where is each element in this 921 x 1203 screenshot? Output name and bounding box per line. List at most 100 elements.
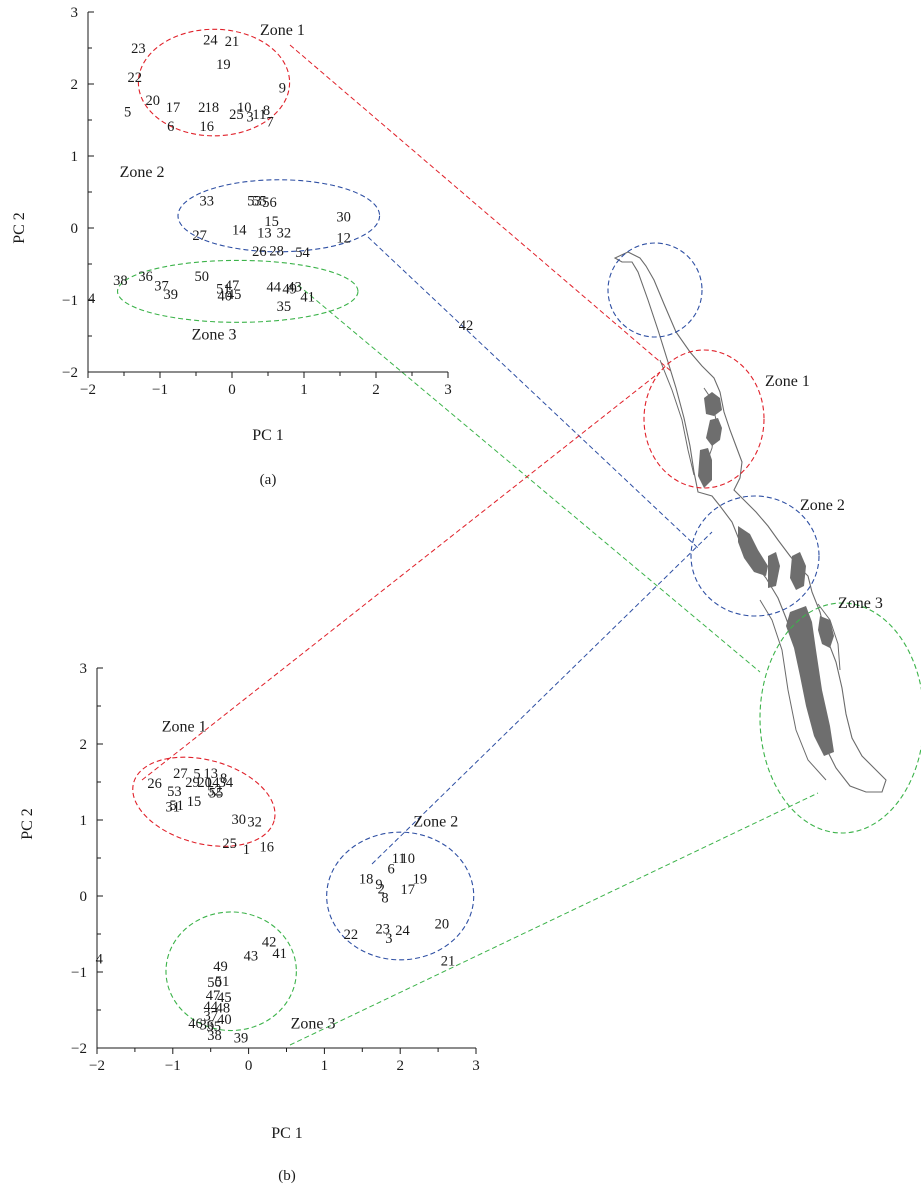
data-point-label: 10 (401, 851, 416, 867)
zone-ellipses-b (132, 756, 475, 1032)
data-point-label: 23 (131, 41, 146, 57)
data-point-label: 18 (359, 872, 374, 888)
data-point-label: 4 (88, 291, 96, 307)
x-tick-label: 2 (396, 1058, 404, 1074)
y-axis-label-b: PC 2 (19, 808, 36, 840)
data-point-label: 51 (169, 798, 184, 814)
y-tick-label: −1 (62, 293, 78, 309)
data-point-label: 48 (216, 1001, 231, 1017)
zone-connector-lines-b (141, 371, 819, 1046)
map-upper-circle (607, 242, 703, 338)
data-point-label: 17 (401, 882, 416, 898)
data-point-label: 42 (459, 318, 474, 334)
data-point-label: 30 (336, 209, 351, 225)
lake-water-7 (786, 606, 834, 756)
zone-label-2: Zone 2 (413, 814, 458, 831)
data-point-label: 35 (277, 299, 292, 315)
zone-connector-lines-a (289, 44, 761, 673)
map-zone2-label: Zone 2 (800, 497, 845, 514)
map-zone3-circle (759, 602, 921, 834)
panel-label-a: (a) (260, 472, 277, 488)
data-point-label: 5 (193, 767, 200, 783)
data-point-label: 13 (203, 766, 218, 782)
x-tick-label: −2 (80, 382, 96, 398)
zone-connector-line (367, 236, 699, 549)
data-point-label: 26 (147, 776, 162, 792)
data-point-label: 12 (336, 230, 351, 246)
data-point-label: 38 (207, 1028, 222, 1044)
zone-connector-line (289, 792, 819, 1046)
data-point-label: 37 (154, 279, 169, 295)
x-tick-label: −1 (165, 1058, 181, 1074)
data-point-label: 45 (217, 990, 232, 1006)
lake-water-5 (768, 552, 780, 588)
x-tick-label: 2 (372, 382, 380, 398)
data-point-label: 9 (279, 81, 286, 97)
data-point-label: 41 (300, 289, 315, 305)
y-tick-label: 0 (71, 221, 79, 237)
zone-label-1: Zone 1 (162, 719, 207, 736)
data-point-label: 20 (146, 93, 161, 109)
data-point-label: 5 (124, 104, 131, 120)
data-point-label: 44 (203, 999, 218, 1015)
data-point-label: 3 (385, 931, 392, 947)
data-point-label: 6 (167, 119, 174, 135)
zone-ellipse-2 (177, 179, 381, 253)
data-point-label: 14 (232, 222, 247, 238)
data-point-label: 51 (216, 281, 231, 297)
data-point-label: 16 (200, 119, 215, 135)
data-point-label: 11 (392, 851, 406, 867)
data-point-label: 40 (218, 289, 233, 305)
data-point-label: 31 (166, 799, 181, 815)
data-point-label: 10 (237, 100, 252, 116)
data-point-label: 36 (138, 269, 153, 285)
data-point-label: 52 (207, 783, 222, 799)
zone-ellipse-3 (116, 259, 359, 323)
y-tick-label: 3 (80, 661, 88, 677)
data-point-label: 36 (200, 1017, 215, 1033)
x-tick-label: 3 (444, 382, 452, 398)
data-point-label: 9 (375, 877, 382, 893)
data-point-label: 22 (128, 70, 143, 86)
data-point-label: 34 (219, 775, 234, 791)
data-point-label: 24 (203, 32, 218, 48)
y-tick-label: 3 (71, 5, 79, 21)
data-point-label: 15 (264, 214, 279, 230)
data-point-label: 21 (441, 954, 456, 970)
data-point-label: 2 (198, 100, 205, 116)
y-tick-label: 1 (71, 149, 79, 165)
data-point-label: 56 (262, 195, 277, 211)
data-point-label: 23 (376, 922, 391, 938)
x-tick-label: 0 (245, 1058, 253, 1074)
data-point-label: 14 (205, 775, 220, 791)
data-point-label: 20 (435, 916, 450, 932)
data-point-label: 4 (96, 951, 104, 967)
data-point-label: 40 (217, 1012, 232, 1028)
lake-water-1 (704, 392, 722, 416)
data-point-label: 50 (195, 269, 210, 285)
zone-connector-line (289, 44, 673, 373)
data-point-label: 6 (387, 862, 394, 878)
data-point-label: 20 (197, 775, 212, 791)
x-tick-label: −1 (152, 382, 168, 398)
data-point-label: 3 (246, 109, 253, 125)
x-tick-label: 3 (472, 1058, 480, 1074)
data-point-label: 32 (277, 225, 292, 241)
map-zone2-circle (690, 495, 820, 617)
data-point-label: 8 (263, 103, 270, 119)
data-point-label: 19 (413, 872, 428, 888)
lake-water-8 (818, 616, 834, 648)
data-point-label: 28 (269, 243, 284, 259)
data-point-label: 8 (381, 891, 388, 907)
zone-labels-b: Zone 1 Zone 2 Zone 3 (162, 719, 459, 1033)
data-point-label: 42 (262, 935, 277, 951)
lake-water-6 (790, 552, 806, 590)
data-point-label: 54 (295, 245, 310, 261)
x-tick-label: 1 (300, 382, 308, 398)
panel-label-b: (b) (278, 1168, 296, 1184)
